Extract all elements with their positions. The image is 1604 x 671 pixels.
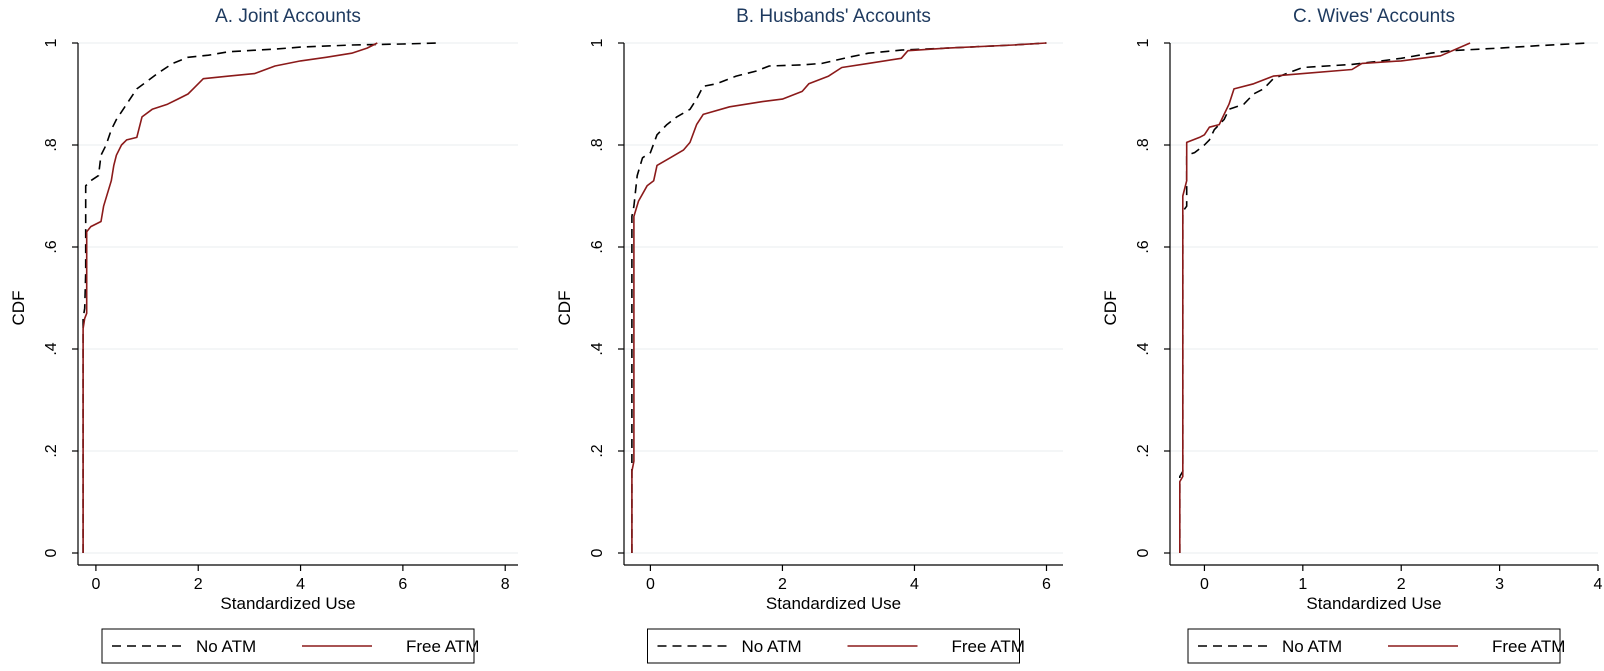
legend-label-no-atm: No ATM <box>1282 637 1342 656</box>
x-tick-label-1: 2 <box>778 576 787 593</box>
y-tick-label-2: .4 <box>43 342 60 355</box>
y-tick-label-5: 1 <box>43 38 60 47</box>
x-axis-title: Standardized Use <box>766 594 901 613</box>
chart-title: C. Wives' Accounts <box>1293 6 1455 27</box>
y-tick-label-1: .2 <box>589 444 606 457</box>
series-line-free-atm <box>631 42 1047 553</box>
chart-panel-2: 0 .2 .4 .6 .8 1 0 2 4 6 Standardized Use CDF B. Husb… <box>555 6 1063 664</box>
y-tick-label-1: .2 <box>1135 444 1152 457</box>
chart-title: A. Joint Accounts <box>215 6 361 27</box>
y-tick-label-0: 0 <box>1135 548 1152 557</box>
series-line-no-atm <box>82 42 439 553</box>
series-line-free-atm <box>1179 42 1471 553</box>
chart-panel-3: 0 .2 .4 .6 .8 1 0 1 2 3 4 Standardized Use CDF C. Wiv… <box>1101 6 1603 664</box>
x-tick-label-0: 0 <box>91 576 100 593</box>
x-axis-title: Standardized Use <box>220 594 355 613</box>
x-tick-label-1: 2 <box>194 576 203 593</box>
chart-title: B. Husbands' Accounts <box>736 6 931 27</box>
legend-label-no-atm: No ATM <box>196 637 256 656</box>
x-tick-label-3: 6 <box>1042 576 1051 593</box>
x-tick-label-4: 4 <box>1594 576 1603 593</box>
y-tick-label-3: .6 <box>43 240 60 253</box>
y-tick-label-1: .2 <box>43 444 60 457</box>
y-tick-label-5: 1 <box>589 38 606 47</box>
y-tick-label-0: 0 <box>589 548 606 557</box>
y-axis-title: CDF <box>9 291 28 326</box>
y-tick-label-4: .8 <box>43 138 60 151</box>
y-tick-label-3: .6 <box>589 240 606 253</box>
legend-label-free-atm: Free ATM <box>952 637 1025 656</box>
legend-label-free-atm: Free ATM <box>406 637 479 656</box>
x-tick-label-0: 0 <box>1200 576 1209 593</box>
y-axis-title: CDF <box>1101 291 1120 326</box>
x-tick-label-4: 8 <box>501 576 510 593</box>
y-tick-label-2: .4 <box>589 342 606 355</box>
y-tick-label-4: .8 <box>589 138 606 151</box>
x-tick-label-1: 1 <box>1298 576 1307 593</box>
y-tick-label-0: 0 <box>43 548 60 557</box>
y-tick-label-3: .6 <box>1135 240 1152 253</box>
x-tick-label-3: 3 <box>1495 576 1504 593</box>
y-tick-label-5: 1 <box>1135 38 1152 47</box>
legend-label-free-atm: Free ATM <box>1492 637 1565 656</box>
y-tick-label-4: .8 <box>1135 138 1152 151</box>
series-line-no-atm <box>1179 42 1589 553</box>
x-axis-title: Standardized Use <box>1306 594 1441 613</box>
x-tick-label-2: 4 <box>296 576 305 593</box>
x-tick-label-0: 0 <box>646 576 655 593</box>
legend-label-no-atm: No ATM <box>742 637 802 656</box>
series-line-free-atm <box>82 42 378 553</box>
x-tick-label-2: 4 <box>910 576 919 593</box>
y-axis-title: CDF <box>555 291 574 326</box>
y-tick-label-2: .4 <box>1135 342 1152 355</box>
x-tick-label-2: 2 <box>1397 576 1406 593</box>
x-tick-label-3: 6 <box>398 576 407 593</box>
chart-panel-1: 0 .2 .4 .6 .8 1 0 2 4 6 8 Standardized Use CDF A. Joi… <box>9 6 518 664</box>
series-line-no-atm <box>631 42 1047 553</box>
